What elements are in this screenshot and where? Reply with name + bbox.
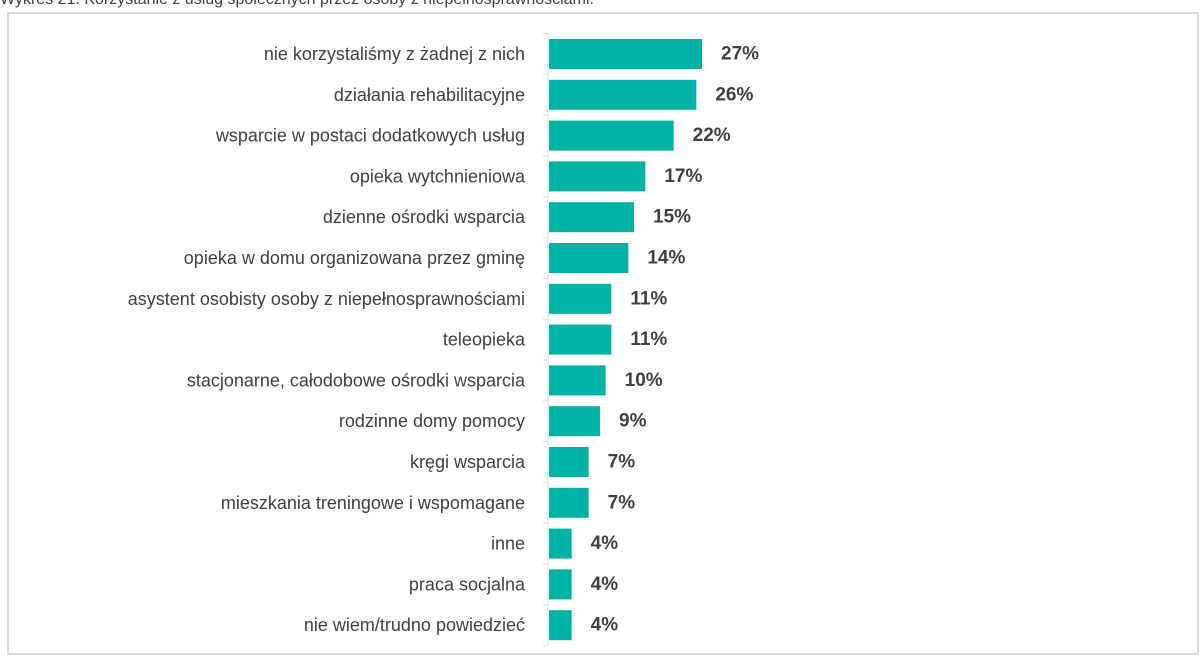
bar bbox=[549, 243, 629, 273]
value-label: 11% bbox=[630, 329, 667, 350]
category-label: inne bbox=[491, 534, 525, 554]
bar bbox=[549, 406, 600, 437]
category-label: mieszkania treningowe i wspomagane bbox=[221, 493, 525, 513]
value-label: 10% bbox=[625, 370, 663, 391]
value-label: 15% bbox=[653, 207, 691, 228]
bar bbox=[549, 447, 589, 477]
bar bbox=[549, 528, 572, 559]
value-label: 4% bbox=[591, 615, 619, 636]
category-label: nie wiem/trudno powiedzieć bbox=[304, 615, 525, 635]
bar bbox=[549, 120, 674, 151]
category-label: nie korzystaliśmy z żadnej z nich bbox=[264, 44, 525, 64]
bar bbox=[549, 610, 572, 641]
bar bbox=[549, 39, 702, 69]
bar bbox=[549, 324, 612, 355]
bar bbox=[549, 487, 589, 518]
category-label: opieka wytchnieniowa bbox=[350, 166, 526, 186]
bar bbox=[549, 79, 697, 110]
value-label: 4% bbox=[591, 574, 619, 595]
category-label: działania rehabilitacyjne bbox=[334, 85, 525, 105]
value-label: 17% bbox=[664, 166, 702, 187]
bar bbox=[549, 569, 572, 600]
bar bbox=[549, 365, 606, 396]
value-label: 11% bbox=[630, 288, 667, 309]
category-label: wsparcie w postaci dodatkowych usług bbox=[215, 126, 525, 146]
value-label: 4% bbox=[591, 533, 619, 554]
category-label: dzienne ośrodki wsparcia bbox=[323, 207, 526, 227]
category-label: asystent osobisty osoby z niepełnosprawn… bbox=[128, 289, 525, 309]
category-label: kręgi wsparcia bbox=[410, 452, 526, 472]
value-label: 27% bbox=[721, 44, 759, 65]
value-label: 7% bbox=[608, 452, 636, 473]
value-label: 9% bbox=[619, 411, 647, 432]
category-label: praca socjalna bbox=[409, 574, 526, 594]
bar bbox=[549, 283, 612, 314]
category-label: stacjonarne, całodobowe ośrodki wsparcia bbox=[187, 370, 526, 390]
category-label: opieka w domu organizowana przez gminę bbox=[184, 248, 525, 268]
value-label: 7% bbox=[608, 492, 636, 513]
bar bbox=[549, 161, 646, 192]
value-label: 14% bbox=[647, 248, 685, 269]
category-label: rodzinne domy pomocy bbox=[339, 411, 525, 431]
value-label: 26% bbox=[715, 84, 753, 105]
value-label: 22% bbox=[693, 125, 731, 146]
category-label: teleopieka bbox=[443, 330, 526, 350]
chart-caption: Wykres 21. Korzystanie z usług społeczny… bbox=[0, 0, 1202, 9]
bar bbox=[549, 202, 634, 233]
